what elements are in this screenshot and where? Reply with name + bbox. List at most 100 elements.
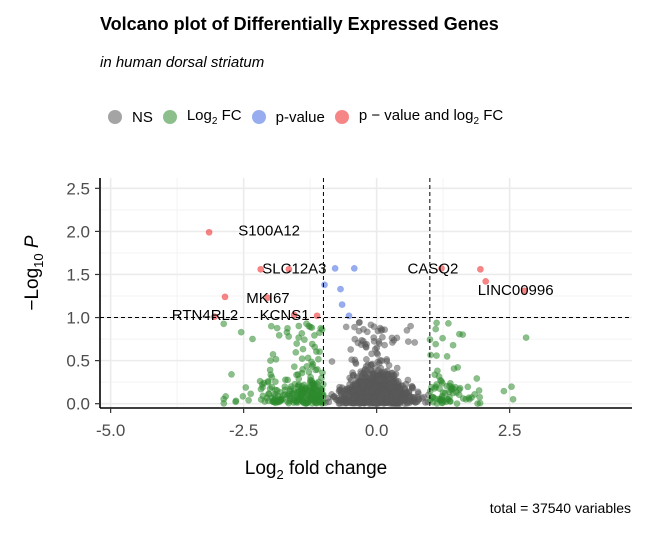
point-log2fc xyxy=(306,376,314,384)
point-log2fc xyxy=(314,355,322,363)
point-ns xyxy=(355,319,363,327)
point-ns xyxy=(342,323,350,331)
point-log2fc xyxy=(438,379,446,387)
legend-key-pvalue-and-log2fc xyxy=(334,110,349,124)
point-pvalue xyxy=(337,285,344,293)
point-log2fc xyxy=(433,319,440,327)
point-ns xyxy=(335,397,342,404)
point-log2fc xyxy=(311,343,319,351)
point-ns xyxy=(345,399,353,407)
point-ns xyxy=(362,343,370,351)
point-ns xyxy=(409,397,417,405)
point-log2fc xyxy=(268,373,276,381)
point-log2fc xyxy=(429,393,437,401)
point-log2fc xyxy=(436,385,443,392)
point-log2fc xyxy=(247,390,255,398)
x-tick-label: 2.5 xyxy=(498,421,522,440)
point-ns xyxy=(351,323,358,331)
point-log2fc xyxy=(443,352,451,360)
point-log2fc xyxy=(294,382,302,389)
point-log2fc xyxy=(302,384,309,392)
point-log2fc xyxy=(475,387,483,394)
point-log2fc xyxy=(242,384,250,391)
point-ns xyxy=(362,393,370,401)
point-ns xyxy=(393,364,401,372)
point-log2fc xyxy=(267,357,274,364)
point-log2fc xyxy=(455,330,463,338)
point-log2fc xyxy=(275,398,283,406)
point-log2fc xyxy=(522,334,530,341)
chart-subtitle: in human dorsal striatum xyxy=(100,54,265,71)
point-ns xyxy=(368,374,376,382)
point-log2fc xyxy=(509,395,517,403)
point-ns xyxy=(355,327,363,335)
point-pvalue-and-log2fc xyxy=(285,265,293,273)
point-log2fc xyxy=(261,398,269,405)
point-log2fc xyxy=(445,388,453,396)
y-tick-label: 1.0 xyxy=(66,309,90,328)
point-log2fc xyxy=(444,319,452,327)
point-pvalue-and-log2fc xyxy=(205,228,213,236)
point-ns xyxy=(389,384,397,391)
y-tick-label: 1.5 xyxy=(66,265,90,284)
point-ns xyxy=(350,394,358,401)
point-ns xyxy=(390,372,397,380)
point-pvalue xyxy=(350,264,358,272)
point-log2fc xyxy=(310,331,318,339)
legend-key-log2fc xyxy=(162,110,177,124)
point-ns xyxy=(344,393,352,401)
point-ns xyxy=(418,394,426,402)
point-log2fc xyxy=(302,399,310,407)
point-pvalue-and-log2fc xyxy=(210,313,218,321)
point-log2fc xyxy=(275,331,283,339)
point-ns xyxy=(384,371,392,378)
point-pvalue-and-log2fc xyxy=(438,264,445,272)
point-ns xyxy=(349,369,356,377)
point-log2fc xyxy=(284,376,291,384)
point-ns xyxy=(371,399,379,407)
point-log2fc xyxy=(303,320,310,328)
point-pvalue-and-log2fc xyxy=(264,294,271,302)
point-log2fc xyxy=(464,383,472,391)
point-ns xyxy=(347,346,355,353)
point-ns xyxy=(407,322,414,330)
point-log2fc xyxy=(232,397,240,405)
point-log2fc xyxy=(269,350,277,358)
point-log2fc xyxy=(313,390,320,398)
legend-label-log2fc: Log2 FC xyxy=(186,107,242,127)
point-ns xyxy=(408,383,416,391)
point-ns xyxy=(351,335,359,343)
point-ns xyxy=(351,381,359,389)
point-pvalue-and-log2fc xyxy=(482,277,490,285)
point-ns xyxy=(367,321,375,329)
point-log2fc xyxy=(304,354,312,362)
point-pvalue-and-log2fc xyxy=(476,265,484,273)
point-log2fc xyxy=(468,394,475,401)
point-log2fc xyxy=(271,378,279,386)
point-log2fc xyxy=(431,371,439,379)
point-log2fc xyxy=(239,392,247,400)
point-pvalue-and-log2fc xyxy=(221,293,229,301)
point-ns xyxy=(381,341,388,349)
point-log2fc xyxy=(299,345,307,353)
point-ns xyxy=(359,337,367,345)
point-ns xyxy=(400,390,408,398)
point-log2fc xyxy=(432,340,440,348)
point-log2fc xyxy=(295,322,303,330)
chart-caption: total = 37540 variables xyxy=(489,500,631,516)
gene-label: RTN4RL2 xyxy=(172,307,238,324)
legend-key-pvalue xyxy=(251,110,266,124)
point-ns xyxy=(348,356,356,363)
legend-key-ns xyxy=(108,110,122,124)
point-log2fc xyxy=(443,382,451,390)
gene-label: LINC00996 xyxy=(478,282,554,299)
point-log2fc xyxy=(290,363,298,371)
gene-label: CASQ2 xyxy=(408,261,459,278)
point-log2fc xyxy=(220,320,228,328)
point-log2fc xyxy=(294,371,302,378)
point-log2fc xyxy=(237,328,245,336)
point-log2fc xyxy=(266,366,274,374)
point-log2fc xyxy=(309,360,317,368)
point-ns xyxy=(388,378,396,386)
